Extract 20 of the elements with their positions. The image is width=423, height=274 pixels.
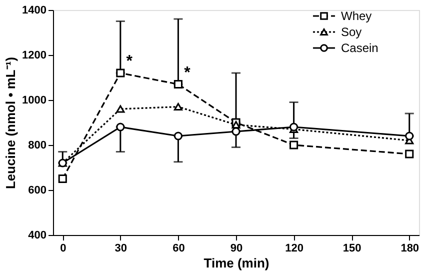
y-tick-label: 800 (28, 140, 46, 152)
x-tick-label: 120 (285, 242, 304, 254)
annotation: * (184, 64, 192, 82)
y-axis-title: Leucine (nmol • mL⁻¹) (3, 56, 18, 190)
legend-label: Casein (341, 41, 378, 55)
x-tick-label: 0 (60, 242, 66, 254)
legend-label: Whey (341, 9, 372, 23)
x-tick-label: 180 (400, 242, 420, 254)
x-tick-label: 60 (172, 242, 185, 254)
y-tick-label: 1400 (22, 4, 46, 16)
y-tick-label: 1000 (22, 94, 46, 106)
x-tick-label: 30 (114, 242, 128, 254)
annotation: * (126, 53, 134, 70)
y-tick-label: 600 (28, 184, 46, 196)
legend-label: Soy (341, 25, 362, 39)
y-tick-label: 1200 (22, 50, 46, 62)
y-tick-label: 400 (28, 230, 46, 242)
x-tick-label: 90 (230, 242, 243, 254)
x-tick-label: 150 (342, 242, 362, 254)
x-axis-title: Time (min) (204, 256, 270, 270)
